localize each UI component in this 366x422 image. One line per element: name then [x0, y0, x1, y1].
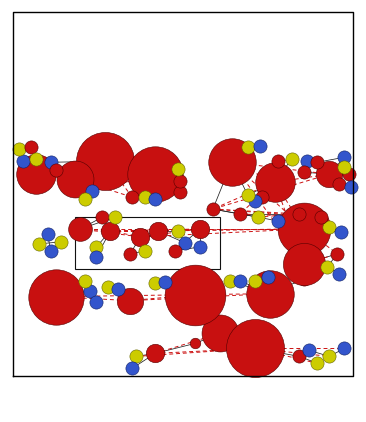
- Point: [326, 353, 332, 360]
- Point: [172, 247, 178, 254]
- Point: [107, 227, 113, 234]
- Point: [267, 290, 273, 297]
- Point: [197, 226, 203, 233]
- Point: [288, 156, 294, 162]
- Point: [252, 345, 258, 352]
- Point: [192, 291, 198, 298]
- Point: [53, 293, 59, 300]
- Point: [142, 194, 148, 200]
- Point: [162, 279, 168, 285]
- Point: [306, 347, 312, 354]
- Point: [93, 298, 99, 305]
- Point: [93, 243, 99, 250]
- Point: [45, 230, 51, 237]
- Point: [112, 214, 118, 220]
- Point: [229, 159, 235, 166]
- Point: [318, 214, 324, 220]
- Point: [341, 154, 347, 161]
- Point: [324, 263, 330, 270]
- Point: [237, 277, 243, 284]
- Point: [302, 226, 307, 233]
- Point: [259, 194, 265, 200]
- Point: [255, 214, 261, 220]
- Point: [72, 176, 78, 183]
- Point: [227, 277, 233, 284]
- Point: [265, 273, 270, 280]
- Point: [296, 353, 302, 360]
- Point: [341, 345, 347, 352]
- Point: [252, 198, 258, 205]
- Point: [302, 260, 307, 267]
- Point: [314, 360, 320, 367]
- Point: [197, 243, 203, 250]
- Point: [336, 271, 342, 277]
- Point: [129, 365, 135, 372]
- Point: [155, 227, 161, 234]
- Point: [182, 240, 188, 246]
- Point: [87, 287, 93, 294]
- Point: [257, 143, 262, 150]
- Point: [305, 158, 310, 165]
- Point: [93, 254, 99, 260]
- Point: [346, 171, 352, 178]
- Point: [338, 229, 344, 235]
- Point: [78, 226, 83, 233]
- Point: [152, 196, 158, 203]
- Point: [272, 179, 277, 186]
- Point: [326, 224, 332, 230]
- Point: [127, 297, 133, 304]
- Point: [142, 247, 148, 254]
- Point: [252, 277, 258, 284]
- Point: [152, 279, 158, 286]
- Point: [36, 241, 42, 247]
- Point: [245, 192, 251, 198]
- Point: [100, 214, 105, 220]
- Point: [217, 330, 223, 337]
- Point: [127, 251, 133, 257]
- Point: [245, 144, 251, 151]
- Point: [133, 353, 139, 360]
- Point: [82, 277, 88, 284]
- Point: [53, 167, 59, 173]
- Point: [237, 211, 243, 217]
- Point: [102, 158, 108, 165]
- Point: [82, 196, 88, 203]
- Point: [175, 166, 181, 173]
- Point: [177, 178, 183, 184]
- Point: [28, 144, 34, 151]
- Point: [274, 158, 280, 165]
- Point: [210, 206, 216, 212]
- Point: [137, 233, 143, 240]
- Point: [175, 227, 181, 234]
- Point: [302, 169, 307, 176]
- Bar: [75, 217, 220, 269]
- Point: [274, 218, 280, 225]
- Point: [16, 146, 22, 153]
- Point: [152, 171, 158, 178]
- Point: [48, 247, 53, 254]
- Point: [296, 211, 302, 217]
- Point: [177, 189, 183, 195]
- Point: [57, 238, 63, 245]
- Point: [302, 276, 307, 282]
- Point: [105, 283, 111, 290]
- Point: [326, 171, 332, 178]
- Point: [341, 164, 347, 170]
- Point: [192, 340, 198, 347]
- Point: [335, 251, 340, 257]
- Point: [348, 184, 354, 190]
- Point: [89, 188, 95, 195]
- Point: [33, 171, 38, 178]
- Point: [152, 350, 158, 357]
- Point: [129, 194, 135, 200]
- Point: [336, 181, 342, 187]
- Point: [20, 158, 26, 165]
- Point: [115, 285, 121, 292]
- Point: [33, 156, 38, 162]
- Point: [314, 159, 320, 166]
- Point: [48, 159, 53, 166]
